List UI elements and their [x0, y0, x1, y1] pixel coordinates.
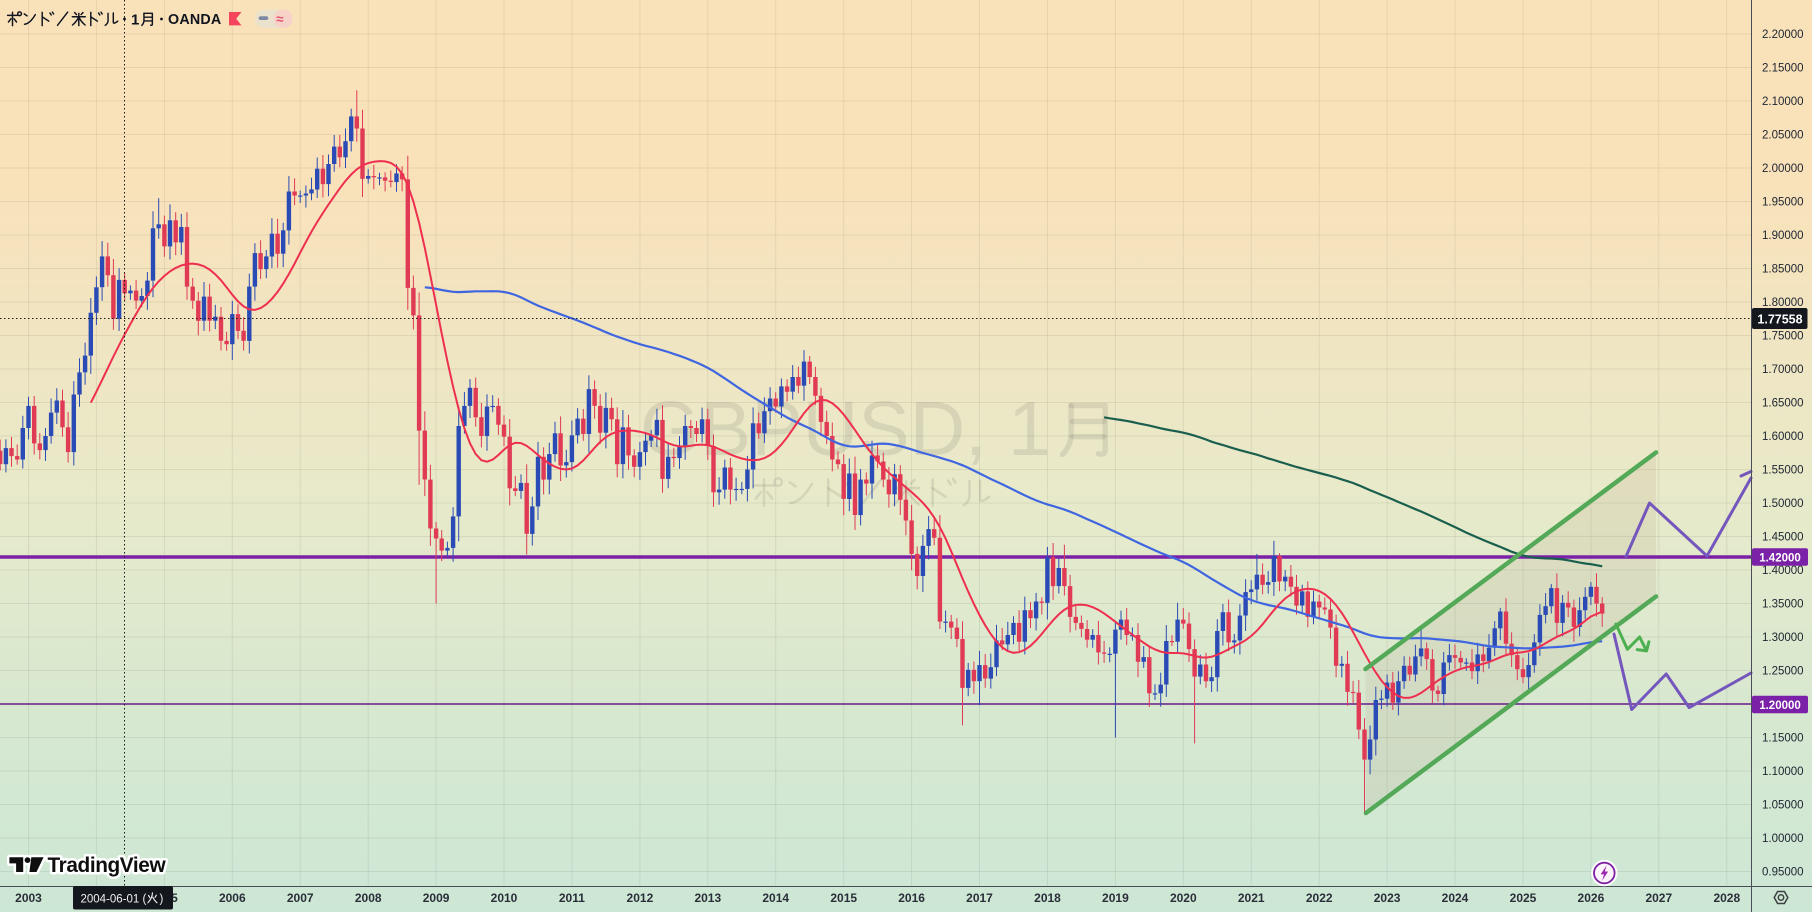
svg-text:1.20000: 1.20000 [1759, 700, 1801, 712]
svg-text:1.85000: 1.85000 [1762, 264, 1804, 276]
svg-text:2023: 2023 [1374, 891, 1401, 905]
svg-text:2.20000: 2.20000 [1762, 29, 1804, 41]
svg-text:2.00000: 2.00000 [1762, 163, 1804, 175]
svg-text:2019: 2019 [1102, 891, 1129, 905]
svg-text:1.42000: 1.42000 [1759, 553, 1801, 565]
svg-text:1.15000: 1.15000 [1762, 733, 1804, 745]
svg-text:2003: 2003 [15, 891, 42, 905]
svg-text:1.90000: 1.90000 [1762, 230, 1804, 242]
svg-text:1.10000: 1.10000 [1762, 766, 1804, 778]
svg-text:1.65000: 1.65000 [1762, 398, 1804, 410]
svg-text:1.95000: 1.95000 [1762, 197, 1804, 209]
svg-text:2.15000: 2.15000 [1762, 63, 1804, 75]
svg-text:1: 1 [131, 12, 139, 29]
svg-text:1.80000: 1.80000 [1762, 297, 1804, 309]
svg-text:2013: 2013 [694, 891, 721, 905]
svg-text:2004-06-01 (: 2004-06-01 ( [81, 894, 147, 906]
svg-text:OANDA: OANDA [168, 12, 221, 28]
svg-text:1.75000: 1.75000 [1762, 331, 1804, 343]
svg-text:2021: 2021 [1238, 891, 1265, 905]
svg-text:2022: 2022 [1306, 891, 1333, 905]
svg-text:2018: 2018 [1034, 891, 1061, 905]
svg-text:1.00000: 1.00000 [1762, 833, 1804, 845]
svg-text:2.05000: 2.05000 [1762, 130, 1804, 142]
svg-text:2007: 2007 [287, 891, 314, 905]
svg-text:1.55000: 1.55000 [1762, 465, 1804, 477]
svg-text:1.60000: 1.60000 [1762, 431, 1804, 443]
svg-text:2024: 2024 [1442, 891, 1469, 905]
svg-text:1.30000: 1.30000 [1762, 632, 1804, 644]
svg-text:1.35000: 1.35000 [1762, 599, 1804, 611]
svg-text:2017: 2017 [966, 891, 993, 905]
svg-text:1.70000: 1.70000 [1762, 364, 1804, 376]
svg-text:1.77558: 1.77558 [1757, 313, 1802, 327]
svg-text:2025: 2025 [1510, 891, 1537, 905]
svg-text:1.05000: 1.05000 [1762, 800, 1804, 812]
svg-text:1.25000: 1.25000 [1762, 666, 1804, 678]
svg-text:2015: 2015 [830, 891, 857, 905]
svg-text:2016: 2016 [898, 891, 925, 905]
svg-text:2012: 2012 [627, 891, 654, 905]
svg-text:2014: 2014 [762, 891, 789, 905]
svg-text:2026: 2026 [1578, 891, 1605, 905]
svg-text:TradingView: TradingView [48, 854, 167, 877]
svg-text:2020: 2020 [1170, 891, 1197, 905]
svg-text:2009: 2009 [423, 891, 450, 905]
svg-text:1.50000: 1.50000 [1762, 498, 1804, 510]
svg-text:2.10000: 2.10000 [1762, 96, 1804, 108]
svg-text:1.40000: 1.40000 [1762, 565, 1804, 577]
svg-text:2010: 2010 [491, 891, 518, 905]
svg-text:2006: 2006 [219, 891, 246, 905]
svg-text:): ) [160, 894, 164, 906]
svg-text:1.45000: 1.45000 [1762, 532, 1804, 544]
svg-text:0.95000: 0.95000 [1762, 867, 1804, 879]
svg-text:2008: 2008 [355, 891, 382, 905]
svg-text:≈: ≈ [276, 11, 284, 26]
svg-text:2027: 2027 [1645, 891, 1672, 905]
svg-text:2028: 2028 [1713, 891, 1740, 905]
svg-text:2011: 2011 [559, 891, 585, 905]
svg-text:TradingView: TradingView [48, 854, 167, 877]
